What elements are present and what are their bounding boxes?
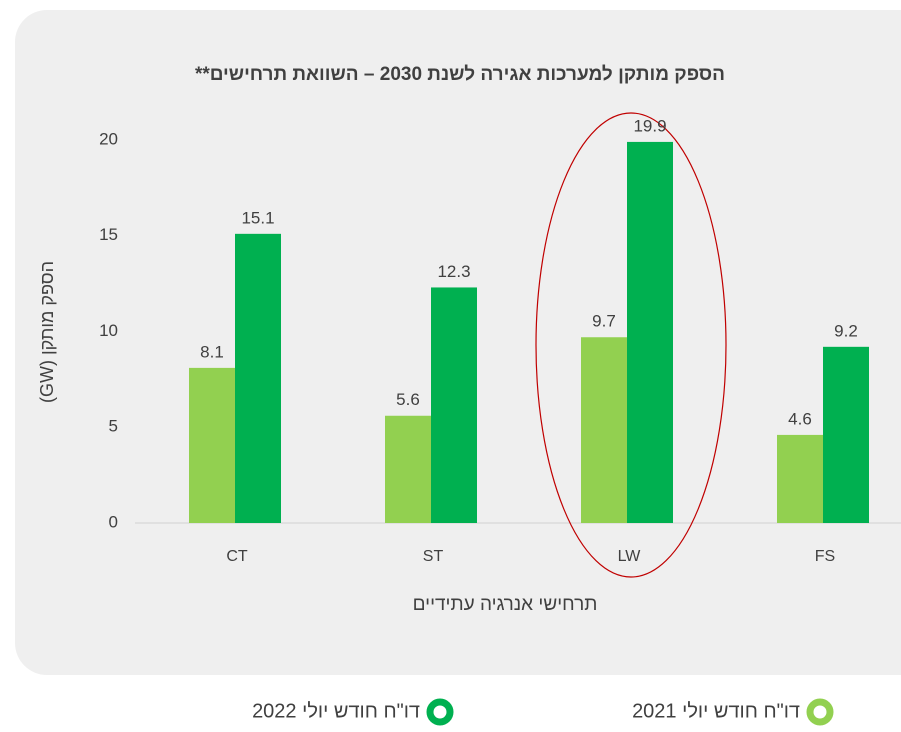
y-tick-label: 5: [109, 417, 118, 436]
x-axis-title: תרחישי אנרגיה עתידיים: [413, 594, 598, 615]
legend-swatch: [806, 698, 834, 726]
y-tick-label: 20: [99, 129, 118, 148]
data-label: 4.6: [788, 409, 812, 428]
x-tick-label: LW: [618, 548, 642, 565]
data-label: 9.2: [834, 321, 858, 340]
x-tick-label: ST: [423, 548, 444, 565]
data-label: 15.1: [241, 208, 274, 227]
bar: [189, 367, 235, 523]
y-tick-label: 10: [99, 321, 118, 340]
bar: [385, 415, 431, 523]
data-label: 12.3: [437, 262, 470, 281]
x-tick-label: CT: [226, 548, 248, 565]
data-label: 19.9: [633, 116, 666, 135]
legend-label: דו"ח חודש יולי 2022: [252, 700, 420, 722]
legend-swatch: [426, 698, 454, 726]
bar: [823, 346, 869, 523]
bar: [235, 233, 281, 523]
data-label: 8.1: [200, 342, 224, 361]
bar: [777, 434, 823, 523]
y-tick-label: 15: [99, 225, 118, 244]
bar: [627, 141, 673, 524]
bar: [581, 337, 627, 523]
bar: [431, 287, 477, 523]
highlight-ellipse: [535, 112, 727, 578]
data-label: 9.7: [592, 312, 616, 331]
data-label: 5.6: [396, 390, 420, 409]
x-tick-label: FS: [815, 548, 835, 565]
chart-title: הספק מותקן למערכות אגירה לשנת 2030 – השו…: [195, 64, 725, 85]
y-axis-title: הספק מותקן (GW): [37, 261, 57, 403]
y-tick-label: 0: [109, 512, 118, 531]
legend-label: דו"ח חודש יולי 2021: [632, 700, 800, 722]
